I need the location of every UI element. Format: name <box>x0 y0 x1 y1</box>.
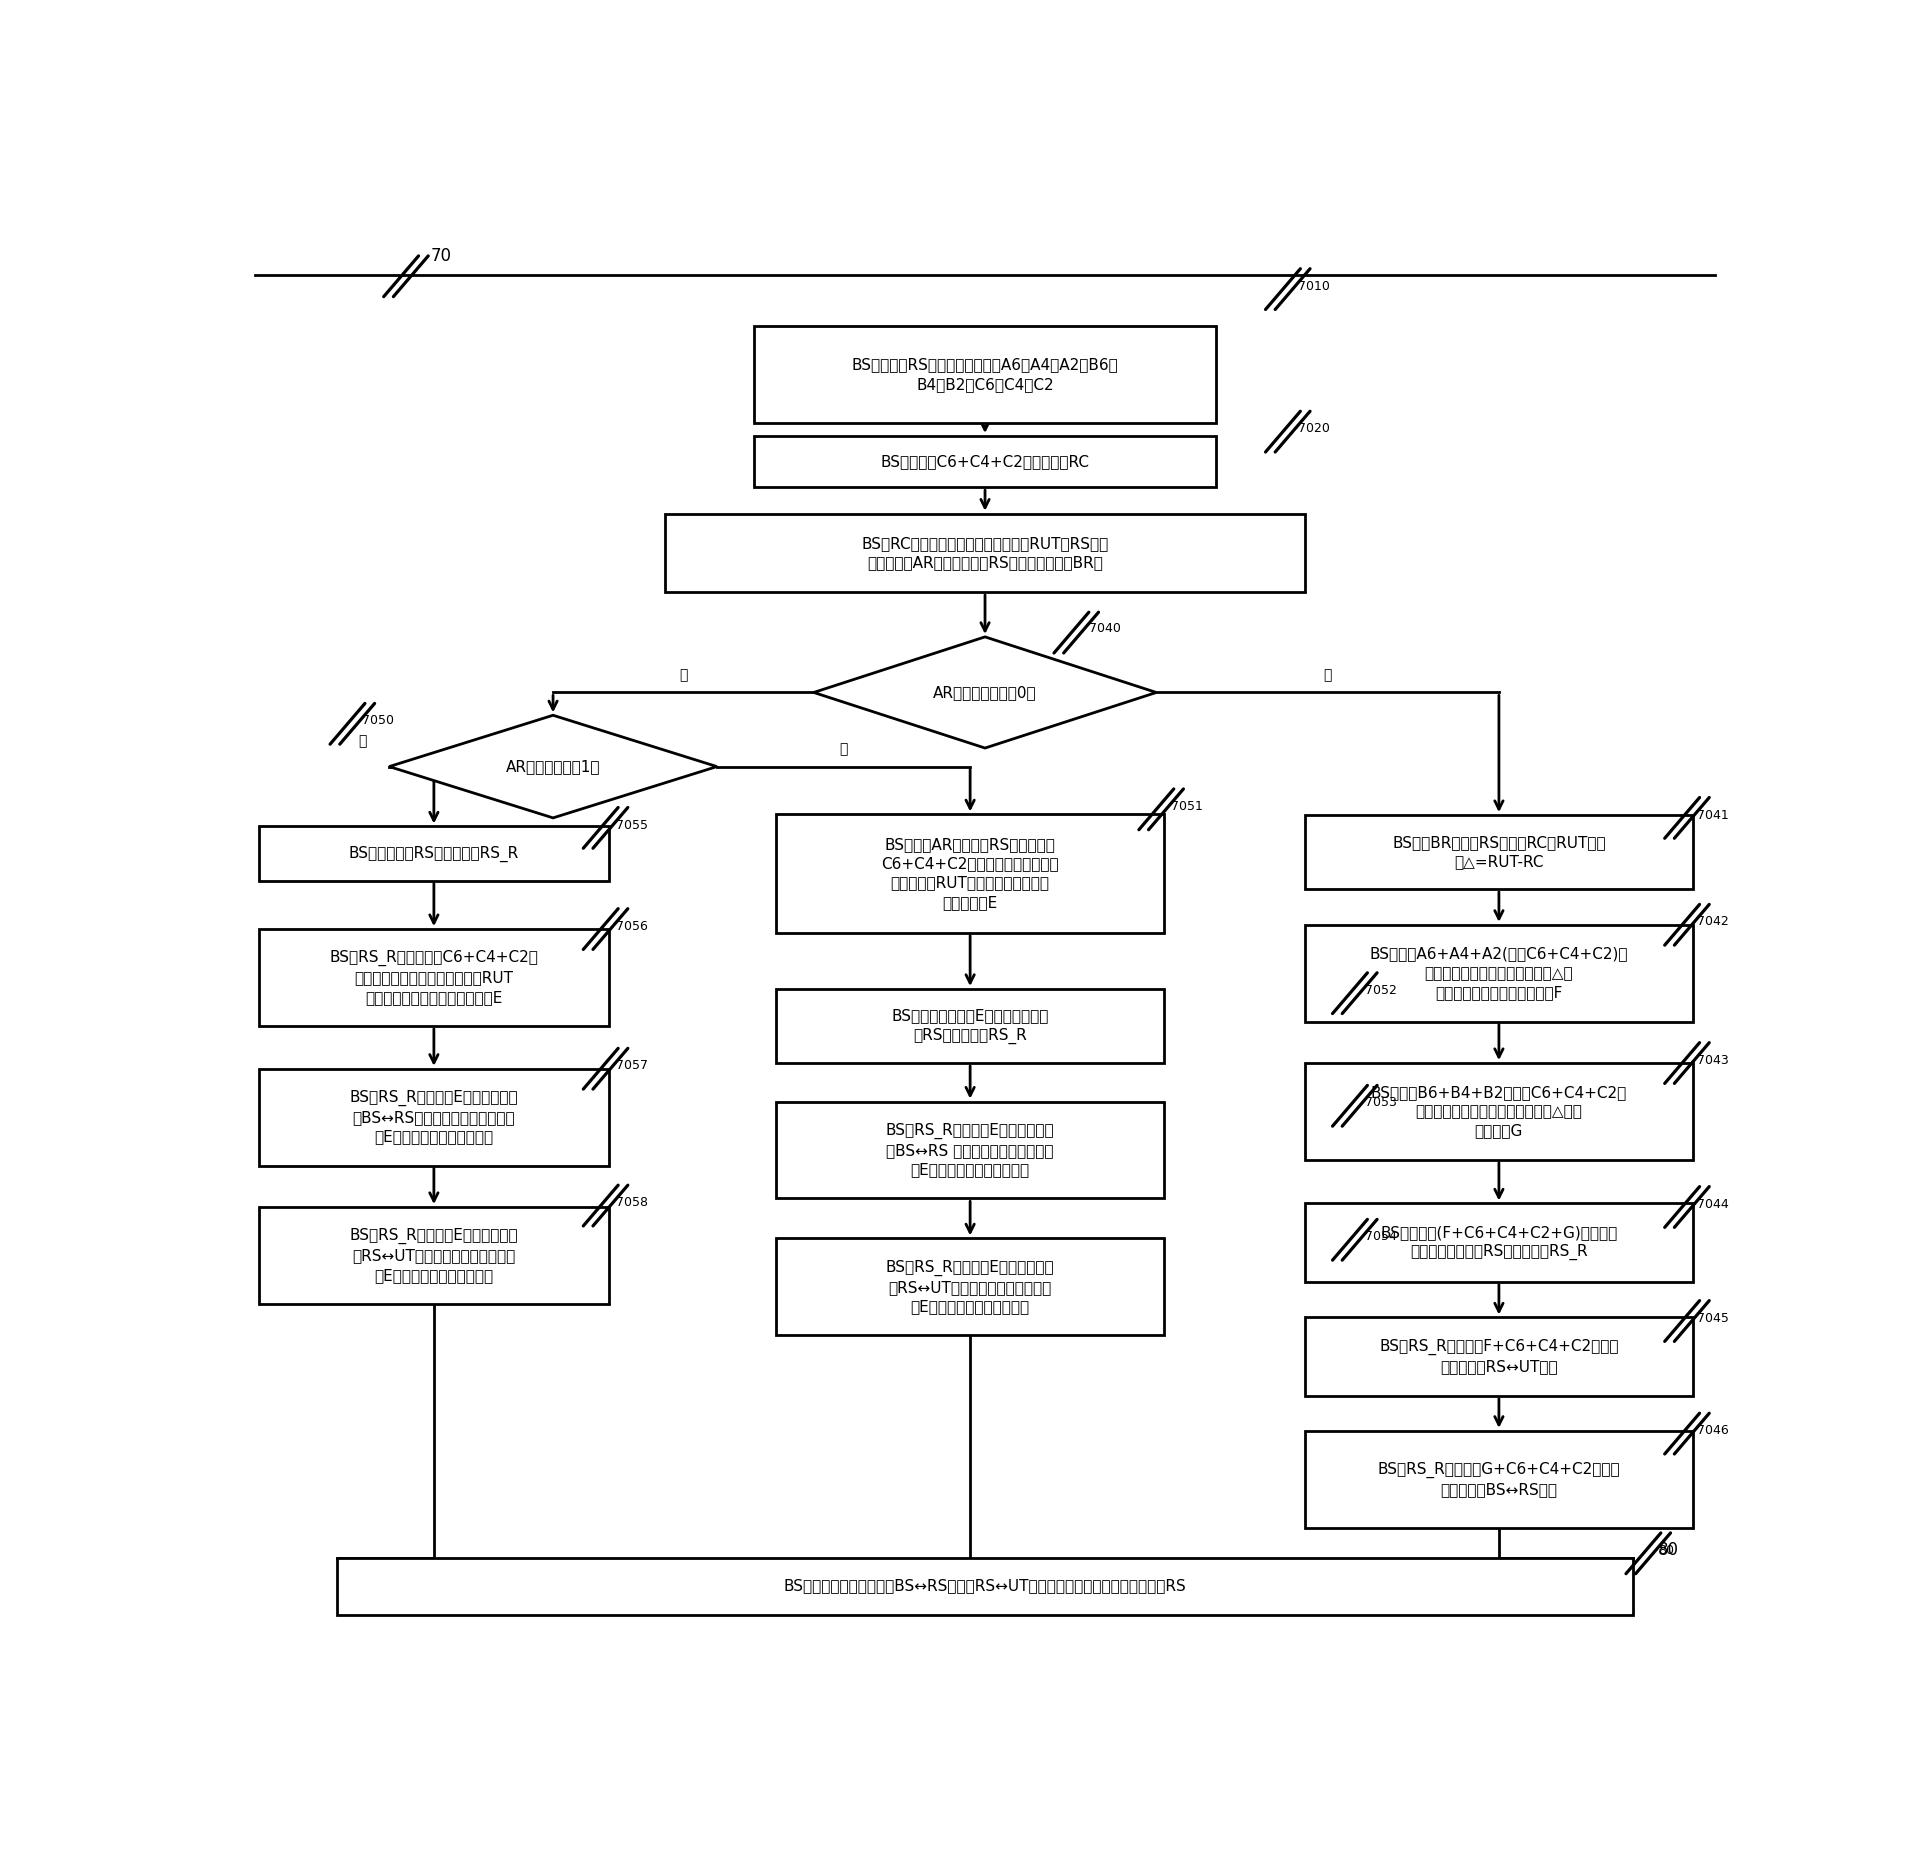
FancyBboxPatch shape <box>776 988 1165 1062</box>
Text: 7043: 7043 <box>1697 1053 1728 1066</box>
Text: 7058: 7058 <box>615 1196 648 1209</box>
FancyBboxPatch shape <box>1305 814 1693 888</box>
Text: BS计算集合C6+C4+C2的传输能力RC: BS计算集合C6+C4+C2的传输能力RC <box>880 453 1090 468</box>
Text: 否: 否 <box>840 742 848 757</box>
Text: 7020: 7020 <box>1297 422 1330 435</box>
Text: AR中元素数目为1？: AR中元素数目为1？ <box>505 759 600 774</box>
Text: 7055: 7055 <box>615 818 648 831</box>
FancyBboxPatch shape <box>776 814 1165 933</box>
Text: BS将RS_R对应集合E中子信道分配
给RS↔UT链路，并设置该链路传输
为E中子信道对应的调制方式: BS将RS_R对应集合E中子信道分配 给RS↔UT链路，并设置该链路传输 为E中… <box>886 1259 1055 1314</box>
Text: BS将RS_R对应集合F+C6+C4+C2中的子
信道分配给RS↔UT链路: BS将RS_R对应集合F+C6+C4+C2中的子 信道分配给RS↔UT链路 <box>1380 1338 1618 1373</box>
Polygon shape <box>813 637 1157 748</box>
FancyBboxPatch shape <box>1305 1062 1693 1161</box>
Text: BS计算每个RS对应的子信道集合A6、A4、A2、B6、
B4、B2、C6、C4、C2: BS计算每个RS对应的子信道集合A6、A4、A2、B6、 B4、B2、C6、C4… <box>851 357 1119 392</box>
FancyBboxPatch shape <box>1305 1318 1693 1396</box>
Text: 7057: 7057 <box>615 1059 648 1072</box>
Text: 7041: 7041 <box>1697 809 1728 822</box>
FancyBboxPatch shape <box>665 513 1305 592</box>
Polygon shape <box>388 714 717 818</box>
Text: 7056: 7056 <box>615 920 648 933</box>
FancyBboxPatch shape <box>259 1207 609 1303</box>
FancyBboxPatch shape <box>1305 926 1693 1022</box>
Text: BS将RS_R对应集合E中子信道分配
给RS↔UT链路，并设置该链路传输
为E中子信道对应的调制方式: BS将RS_R对应集合E中子信道分配 给RS↔UT链路，并设置该链路传输 为E中… <box>350 1229 519 1283</box>
Text: 7046: 7046 <box>1697 1423 1728 1436</box>
Text: 是: 是 <box>357 733 367 748</box>
Text: 7040: 7040 <box>1090 622 1121 635</box>
Text: AR中元素数目不为0？: AR中元素数目不为0？ <box>934 685 1036 700</box>
Text: 否: 否 <box>1324 668 1332 683</box>
Text: 7050: 7050 <box>363 714 394 727</box>
Text: BS选择此唯一RS作为中继站RS_R: BS选择此唯一RS作为中继站RS_R <box>348 846 519 861</box>
FancyBboxPatch shape <box>259 1068 609 1166</box>
Text: 是: 是 <box>678 668 688 683</box>
FancyBboxPatch shape <box>259 826 609 881</box>
Text: BS在RS_R对应的集合C6+C4+C2中
选择一个刚刚满足传输速率要求RUT
子信道数目最少的的子信道子集E: BS在RS_R对应的集合C6+C4+C2中 选择一个刚刚满足传输速率要求RUT … <box>329 950 538 1005</box>
Text: BS选择子信道集合E中元素数目最少
的RS作为中继站RS_R: BS选择子信道集合E中元素数目最少 的RS作为中继站RS_R <box>892 1009 1049 1044</box>
FancyBboxPatch shape <box>259 929 609 1025</box>
Text: BS将RS_R对应集合E中子信道分配
给BS↔RS 链路，并设置该链路传输
为E中子信道对应的调制方式: BS将RS_R对应集合E中子信道分配 给BS↔RS 链路，并设置该链路传输 为E… <box>886 1124 1055 1177</box>
Text: BS将RS_R对应集合E中子信道分配
给BS↔RS链路，并设置该链路传输
为E中子信道对应的调制方式: BS将RS_R对应集合E中子信道分配 给BS↔RS链路，并设置该链路传输 为E中… <box>350 1090 519 1144</box>
FancyBboxPatch shape <box>753 437 1217 487</box>
Text: BS将RS_R对应集合G+C6+C4+C2中的子
信道分配给BS↔RS链路: BS将RS_R对应集合G+C6+C4+C2中的子 信道分配给BS↔RS链路 <box>1378 1462 1620 1497</box>
Text: 80: 80 <box>1659 1544 1674 1557</box>
Text: BS将RC超过用户终端的传输速率要求RUT的RS计入
中继站集合AR中，将其余的RS计入中继站集合BR中: BS将RC超过用户终端的传输速率要求RUT的RS计入 中继站集合AR中，将其余的… <box>861 535 1109 570</box>
Text: 7044: 7044 <box>1697 1198 1728 1211</box>
Text: 80: 80 <box>1659 1542 1680 1560</box>
FancyBboxPatch shape <box>753 326 1217 424</box>
Text: 7053: 7053 <box>1365 1096 1397 1109</box>
Text: 7045: 7045 <box>1697 1312 1730 1325</box>
Text: 7054: 7054 <box>1365 1231 1397 1244</box>
Text: BS将中继站选择结果以及BS↔RS链路和RS↔UT链路子信道分配结果广播通知所有RS: BS将中继站选择结果以及BS↔RS链路和RS↔UT链路子信道分配结果广播通知所有… <box>784 1579 1186 1594</box>
FancyBboxPatch shape <box>776 1101 1165 1198</box>
Text: BS在集合B6+B4+B2（不含C6+C4+C2）
中选择一个刚刚满足传输速率要求△的子
信道子集G: BS在集合B6+B4+B2（不含C6+C4+C2） 中选择一个刚刚满足传输速率要… <box>1370 1085 1628 1138</box>
Text: BS在集合AR中的每个RS对应的集合
C6+C4+C2中选择一个刚刚满足传
输速率要求RUT的子信道数目最少的
子信道子集E: BS在集合AR中的每个RS对应的集合 C6+C4+C2中选择一个刚刚满足传 输速… <box>882 837 1059 911</box>
Text: 7042: 7042 <box>1697 916 1728 929</box>
Text: BS在集合A6+A4+A2(不含C6+C4+C2)中
选择一个刚刚满足传输速率要求△的
子信道数目最少的子信道子集F: BS在集合A6+A4+A2(不含C6+C4+C2)中 选择一个刚刚满足传输速率要… <box>1370 946 1628 1000</box>
Text: 7010: 7010 <box>1297 280 1330 292</box>
FancyBboxPatch shape <box>1305 1203 1693 1281</box>
Text: BS估计BR中每个RS对应的RC和RUT间差
距△=RUT-RC: BS估计BR中每个RS对应的RC和RUT间差 距△=RUT-RC <box>1392 835 1605 870</box>
FancyBboxPatch shape <box>1305 1431 1693 1527</box>
FancyBboxPatch shape <box>776 1238 1165 1335</box>
Text: 7051: 7051 <box>1170 800 1203 813</box>
Text: BS选择集合(F+C6+C4+C2+G)中包含的
子信道数目最少的RS作为中继站RS_R: BS选择集合(F+C6+C4+C2+G)中包含的 子信道数目最少的RS作为中继站… <box>1380 1225 1618 1261</box>
Text: 70: 70 <box>431 248 452 265</box>
Text: 7052: 7052 <box>1365 985 1397 998</box>
FancyBboxPatch shape <box>336 1557 1634 1614</box>
